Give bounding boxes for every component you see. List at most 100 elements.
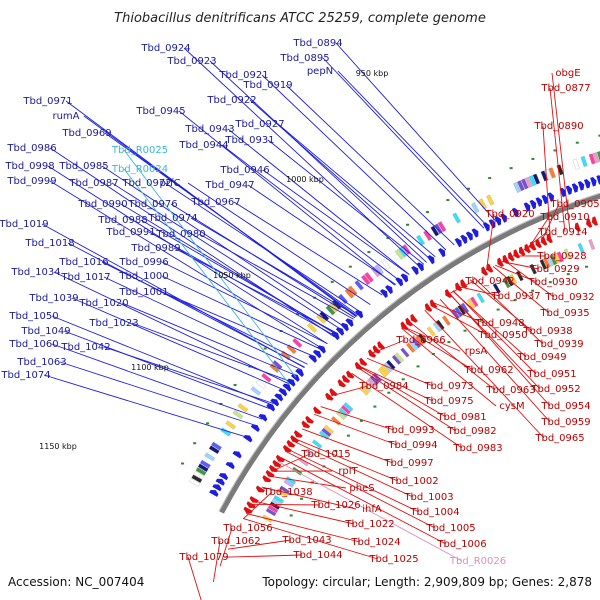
cog-category-box bbox=[528, 175, 537, 187]
cog-category-box bbox=[513, 181, 521, 193]
cog-category-box bbox=[195, 467, 207, 476]
forward-gene-arrow bbox=[209, 489, 219, 497]
tick-mark bbox=[330, 280, 334, 283]
reverse-gene-label: Tbd_1022 bbox=[344, 519, 394, 530]
reverse-gene-label: Tbd_1062 bbox=[210, 536, 260, 547]
reverse-gene-label: Tbd_0935 bbox=[539, 308, 589, 319]
label-connector-line bbox=[503, 260, 555, 298]
forward-gene-label: prfC bbox=[160, 178, 181, 189]
label-connector-line bbox=[161, 291, 315, 358]
cog-category-box bbox=[237, 403, 249, 413]
cog-category-box bbox=[539, 259, 547, 270]
label-connector-line bbox=[292, 440, 414, 498]
forward-gene-label: Tbd_0969 bbox=[61, 128, 111, 139]
label-connector-line bbox=[246, 512, 361, 543]
label-connector-line bbox=[209, 60, 427, 263]
cog-category-box bbox=[435, 319, 445, 331]
forward-gene-arrow bbox=[460, 234, 468, 244]
forward-gene-arrow bbox=[212, 484, 222, 492]
forward-gene-label: Tbd_1039 bbox=[28, 293, 78, 304]
tick-mark bbox=[566, 273, 570, 276]
label-connector-line bbox=[190, 217, 358, 317]
forward-gene-arrow bbox=[232, 451, 242, 459]
cog-category-box bbox=[553, 252, 561, 264]
accession-text: Accession: NC_007404 bbox=[8, 575, 144, 589]
cog-category-box bbox=[232, 410, 244, 420]
reverse-gene-arrow bbox=[337, 379, 346, 388]
tick-mark bbox=[467, 187, 471, 190]
label-connector-line bbox=[335, 42, 497, 222]
reverse-gene-arrow bbox=[325, 392, 334, 401]
reverse-gene-arrow bbox=[286, 439, 296, 448]
cog-category-box bbox=[323, 424, 334, 435]
forward-gene-arrow bbox=[282, 383, 292, 392]
cog-category-box bbox=[367, 377, 377, 388]
forward-gene-arrow bbox=[312, 349, 322, 359]
forward-gene-arrow bbox=[218, 473, 229, 481]
reverse-gene-label: Tbd_0950 bbox=[477, 330, 527, 341]
label-connector-line bbox=[43, 374, 249, 439]
tick-mark bbox=[488, 177, 492, 180]
reverse-gene-arrow bbox=[290, 435, 300, 443]
label-connector-line bbox=[521, 231, 548, 252]
forward-gene-label: Tbd_0947 bbox=[204, 180, 254, 191]
reverse-gene-arrow bbox=[305, 415, 314, 424]
reverse-gene-label: Tbd_1043 bbox=[281, 535, 331, 546]
cog-category-box bbox=[191, 474, 203, 483]
cog-category-box bbox=[312, 439, 323, 449]
forward-gene-arrow bbox=[535, 197, 543, 207]
label-connector-line bbox=[261, 486, 357, 510]
reverse-gene-label: Tbd_0984 bbox=[358, 381, 408, 392]
reverse-gene-arrow bbox=[249, 495, 259, 503]
genome-backbone-shadow bbox=[218, 192, 600, 512]
reverse-gene-arrow bbox=[497, 257, 504, 267]
cog-category-box bbox=[563, 248, 571, 260]
label-connector-line bbox=[249, 99, 432, 261]
cog-category-box bbox=[285, 476, 297, 485]
reverse-gene-label: Tbd_0890 bbox=[533, 121, 583, 132]
forward-gene-arrow bbox=[511, 207, 519, 218]
forward-gene-label: Tbd_1020 bbox=[78, 298, 128, 309]
reverse-gene-label: pheS bbox=[349, 483, 374, 494]
label-connector-line bbox=[277, 123, 436, 258]
reverse-gene-label: Tbd_1005 bbox=[425, 523, 475, 534]
scale-label: 950 kbp bbox=[356, 69, 389, 78]
forward-gene-arrow bbox=[266, 403, 276, 412]
reverse-gene-label: Tbd_0939 bbox=[533, 339, 583, 350]
label-connector-line bbox=[540, 203, 560, 243]
forward-gene-arrow bbox=[596, 175, 600, 185]
tick-mark bbox=[598, 134, 600, 137]
tick-mark bbox=[585, 265, 589, 268]
forward-gene-arrow bbox=[250, 424, 260, 433]
forward-gene-arrow bbox=[225, 462, 235, 470]
label-connector-line bbox=[358, 365, 434, 402]
tick-mark bbox=[479, 318, 483, 321]
cog-category-box bbox=[283, 479, 294, 488]
reverse-gene-label: Tbd_0910 bbox=[539, 212, 589, 223]
cog-category-box bbox=[364, 272, 374, 283]
reverse-gene-label: Tbd_0963 bbox=[485, 385, 535, 396]
forward-gene-label: Tbd_0946 bbox=[219, 165, 269, 176]
label-connector-line bbox=[358, 365, 447, 418]
cog-category-box bbox=[197, 463, 209, 472]
forward-gene-arrow bbox=[500, 213, 507, 223]
reverse-gene-arrow bbox=[372, 345, 381, 354]
forward-gene-arrow bbox=[559, 187, 567, 198]
forward-gene-arrow bbox=[471, 228, 479, 238]
cog-category-box bbox=[470, 296, 479, 308]
cog-category-box bbox=[225, 420, 236, 430]
label-connector-line bbox=[121, 302, 298, 377]
label-connector-line bbox=[53, 271, 290, 385]
label-connector-line bbox=[247, 184, 396, 285]
tick-mark bbox=[509, 167, 513, 170]
forward-gene-arrow bbox=[416, 262, 424, 272]
forward-gene-arrow bbox=[215, 478, 225, 486]
cog-category-box bbox=[211, 441, 222, 451]
cog-category-box bbox=[580, 156, 588, 167]
reverse-gene-arrow bbox=[329, 388, 338, 397]
reverse-gene-label: Tbd_1006 bbox=[436, 539, 486, 550]
cog-category-box bbox=[549, 254, 558, 266]
scale-label: 1100 kbp bbox=[131, 363, 169, 372]
label-connector-line bbox=[469, 279, 533, 332]
forward-gene-label: Tbd_0985 bbox=[58, 161, 108, 172]
